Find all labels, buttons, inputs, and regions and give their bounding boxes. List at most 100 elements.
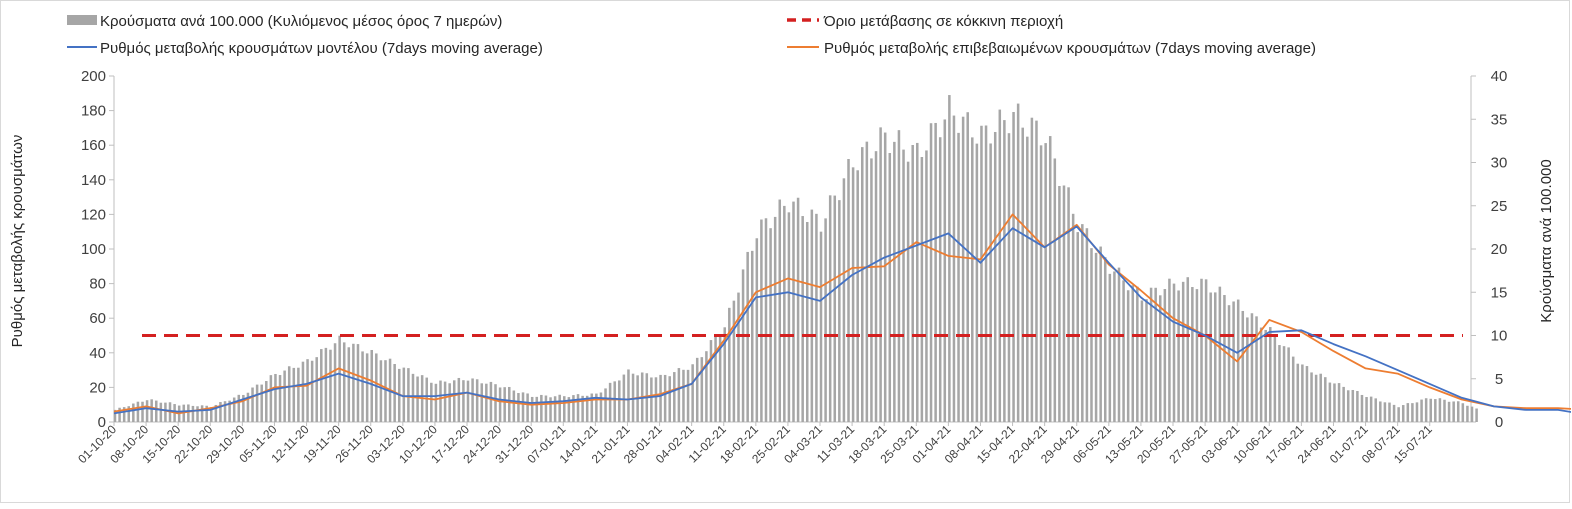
bar	[948, 95, 951, 422]
bar	[329, 349, 332, 422]
bar	[530, 396, 534, 422]
bar	[957, 132, 960, 422]
bar	[521, 392, 525, 422]
bar	[870, 158, 873, 422]
bar	[833, 195, 837, 422]
bar	[581, 395, 584, 422]
bar	[200, 405, 204, 422]
bar	[475, 379, 479, 422]
bar	[535, 396, 539, 422]
bar	[1154, 287, 1157, 422]
bar	[1058, 185, 1061, 422]
bar	[292, 367, 296, 422]
bar	[480, 383, 484, 422]
bar	[966, 112, 969, 423]
bar	[494, 384, 497, 422]
bar	[187, 404, 190, 422]
bar	[462, 380, 465, 422]
bar	[1314, 374, 1318, 422]
bar	[1016, 103, 1020, 423]
bar	[563, 396, 566, 422]
plot-area: 0 20 40 60 80 100 120 140 160 180 200 0 5 10 15 20 25 30 3…	[75, 68, 1572, 466]
bar	[718, 336, 722, 422]
bar	[1392, 404, 1396, 422]
bar	[677, 368, 681, 422]
bar	[723, 327, 726, 422]
bar	[145, 400, 149, 422]
bar	[338, 335, 341, 422]
bar	[1030, 117, 1034, 423]
bar	[1117, 267, 1121, 422]
bar	[695, 357, 699, 422]
bar	[604, 388, 607, 422]
bar	[1062, 185, 1066, 422]
bar	[769, 228, 772, 422]
bar	[879, 127, 882, 422]
bar	[773, 216, 777, 422]
bar	[1420, 399, 1423, 422]
bar	[1305, 366, 1309, 422]
bar	[154, 400, 158, 422]
bar	[1282, 346, 1286, 422]
bar	[938, 137, 942, 422]
bar	[659, 374, 662, 422]
bar	[242, 394, 245, 422]
bar	[1186, 277, 1190, 422]
bar	[425, 377, 429, 422]
bar	[141, 401, 144, 422]
right-tick-label: 25	[1491, 198, 1508, 215]
bar	[847, 159, 850, 422]
bar	[1342, 386, 1345, 422]
bar	[375, 353, 378, 422]
bar	[434, 383, 438, 422]
bar	[315, 357, 318, 422]
bar	[865, 141, 869, 423]
bar	[223, 401, 227, 422]
bar	[760, 219, 763, 422]
bar	[260, 384, 263, 422]
bar	[1424, 398, 1428, 422]
bar	[1278, 345, 1281, 422]
legend-confirmed-label: Ρυθμός μεταβολής επιβεβαιωμένων κρουσμάτ…	[824, 40, 1316, 57]
bar	[989, 143, 992, 422]
bar	[553, 396, 557, 422]
bar	[301, 361, 305, 422]
bar	[1452, 401, 1455, 422]
bar	[618, 380, 621, 422]
bar	[590, 393, 594, 422]
left-tick-label: 140	[81, 172, 106, 189]
left-tick-label: 180	[81, 103, 106, 120]
bar	[828, 195, 832, 422]
bar	[274, 373, 277, 422]
bar	[1126, 290, 1130, 422]
left-tick-label: 160	[81, 137, 106, 154]
bar	[737, 292, 740, 422]
bar	[608, 382, 612, 422]
bar	[1053, 158, 1057, 422]
bar	[673, 372, 676, 422]
bar	[255, 384, 259, 422]
bar	[943, 119, 947, 422]
bar	[517, 393, 520, 422]
bar	[439, 380, 442, 422]
bar	[613, 381, 616, 422]
bar	[448, 383, 451, 422]
bar	[127, 406, 131, 422]
bar	[1163, 289, 1167, 422]
bar	[407, 368, 410, 422]
bar	[1214, 292, 1217, 422]
bar	[1131, 285, 1135, 422]
bar	[1434, 399, 1437, 422]
bar	[1456, 401, 1460, 422]
bar	[1333, 383, 1336, 422]
bar	[370, 349, 373, 422]
bar	[705, 351, 708, 422]
bar	[1379, 401, 1382, 422]
bar	[416, 376, 419, 422]
bar	[1204, 279, 1208, 422]
bar	[1048, 136, 1052, 423]
bar	[998, 109, 1002, 422]
bar	[356, 344, 360, 422]
left-tick-label: 40	[89, 345, 106, 362]
